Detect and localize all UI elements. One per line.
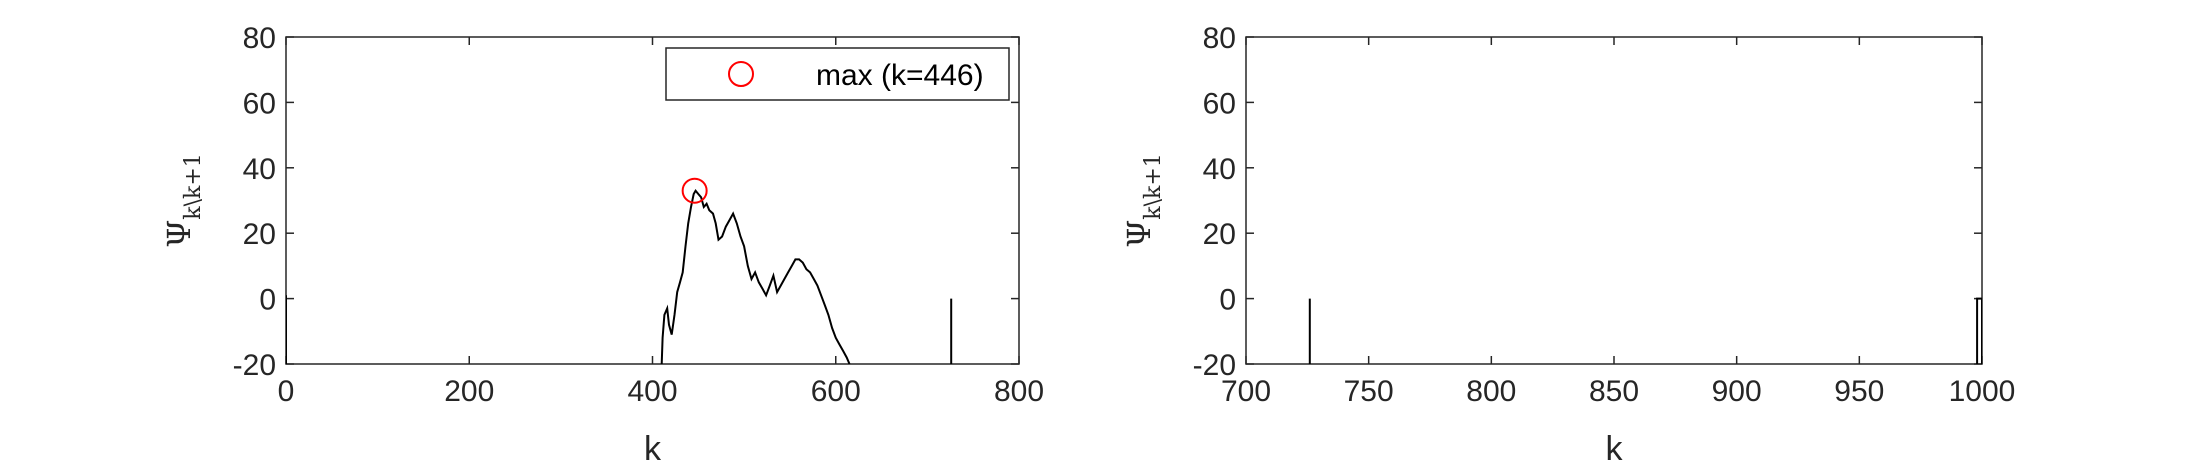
x-tick-label: 800 [1466, 375, 1516, 408]
x-tick-label: 0 [278, 375, 295, 408]
y-tick-label: 80 [243, 22, 276, 55]
y-tick-label: 20 [243, 218, 276, 251]
y-axis-label-subscript: k\k+1 [181, 153, 206, 220]
x-tick-label: 1000 [1949, 375, 2016, 408]
x-tick-label: 200 [444, 375, 494, 408]
x-tick-label: 750 [1344, 375, 1394, 408]
axes-box [1245, 36, 1983, 365]
y-axis-label-main: Ψ [1120, 220, 1158, 248]
y-tick-label: 80 [1203, 22, 1236, 55]
y-tick-label: 60 [1203, 87, 1236, 120]
y-axis-label-main: Ψ [160, 220, 198, 248]
y-tick-label: 0 [259, 284, 276, 317]
x-tick-label: 800 [994, 375, 1044, 408]
y-tick-label: -20 [233, 349, 276, 382]
y-tick-label: 60 [243, 87, 276, 120]
legend-entry: max (k=446) [816, 59, 984, 92]
y-tick-label: 20 [1203, 218, 1236, 251]
x-tick-label: 850 [1589, 375, 1639, 408]
right-axes: 700 750 800 850 900 950 1000 -20 0 20 40 60 80 k Ψk\k+… [1120, 22, 2015, 468]
series-line-segment [660, 188, 851, 364]
x-tick-label: 700 [1221, 375, 1271, 408]
x-axis-label: k [1606, 430, 1624, 468]
y-tick-label: 0 [1219, 284, 1236, 317]
x-tick-label: 900 [1712, 375, 1762, 408]
y-tick-label: 40 [1203, 153, 1236, 186]
y-tick-label: 40 [243, 153, 276, 186]
x-tick-label: 600 [811, 375, 861, 408]
y-tick-label: -20 [1193, 349, 1236, 382]
y-axis-label: Ψk\k+1 [1120, 153, 1166, 248]
y-axis-label-subscript: k\k+1 [1141, 153, 1166, 220]
max-marker [681, 177, 708, 204]
x-tick-label: 400 [627, 375, 677, 408]
legend-box [665, 47, 1010, 101]
x-axis-label: k [644, 430, 662, 468]
legend-marker [728, 61, 754, 87]
series-line-segment [1976, 297, 1982, 364]
y-axis-label: Ψk\k+1 [160, 153, 206, 248]
x-tick-label: 950 [1834, 375, 1884, 408]
